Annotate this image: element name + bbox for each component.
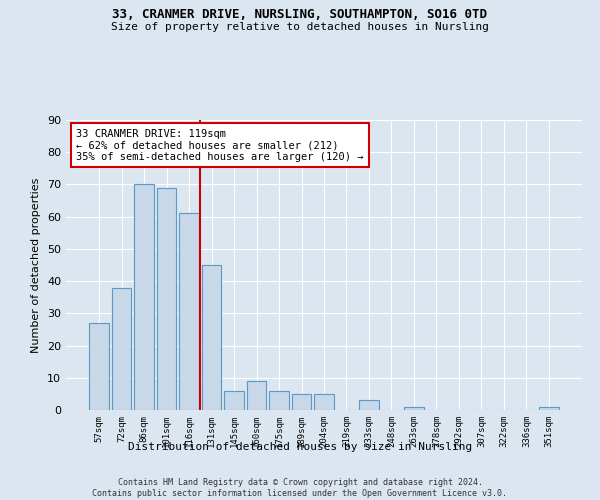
- Bar: [179, 214, 199, 410]
- Bar: [157, 188, 176, 410]
- Bar: [224, 390, 244, 410]
- Bar: [134, 184, 154, 410]
- Bar: [202, 265, 221, 410]
- Bar: [359, 400, 379, 410]
- Bar: [292, 394, 311, 410]
- Bar: [314, 394, 334, 410]
- Text: Distribution of detached houses by size in Nursling: Distribution of detached houses by size …: [128, 442, 472, 452]
- Bar: [89, 323, 109, 410]
- Bar: [247, 381, 266, 410]
- Text: 33, CRANMER DRIVE, NURSLING, SOUTHAMPTON, SO16 0TD: 33, CRANMER DRIVE, NURSLING, SOUTHAMPTON…: [113, 8, 487, 20]
- Text: Contains HM Land Registry data © Crown copyright and database right 2024.
Contai: Contains HM Land Registry data © Crown c…: [92, 478, 508, 498]
- Bar: [112, 288, 131, 410]
- Bar: [404, 407, 424, 410]
- Y-axis label: Number of detached properties: Number of detached properties: [31, 178, 41, 352]
- Text: Size of property relative to detached houses in Nursling: Size of property relative to detached ho…: [111, 22, 489, 32]
- Text: 33 CRANMER DRIVE: 119sqm
← 62% of detached houses are smaller (212)
35% of semi-: 33 CRANMER DRIVE: 119sqm ← 62% of detach…: [76, 128, 364, 162]
- Bar: [269, 390, 289, 410]
- Bar: [539, 407, 559, 410]
